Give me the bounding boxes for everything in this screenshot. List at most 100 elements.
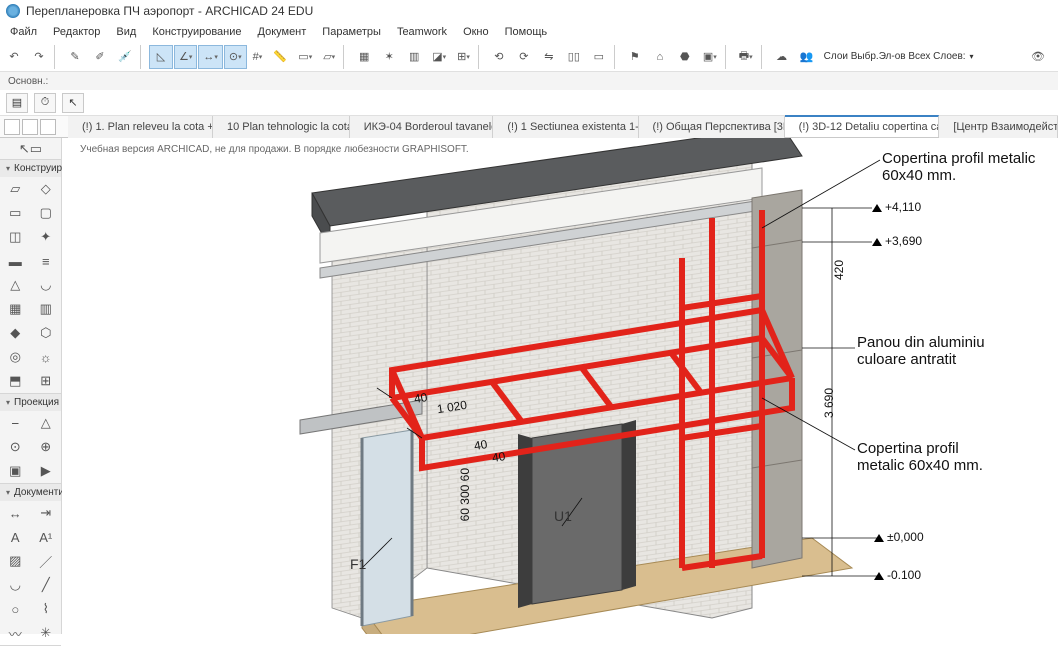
rotate-left-button[interactable]: ⟲ xyxy=(487,45,511,69)
stair-tool[interactable]: ≡ xyxy=(31,249,62,273)
slab-tool[interactable]: ▬ xyxy=(0,249,31,273)
layer-selector[interactable]: Слои Выбр.Эл-ов Всех Слоев: ▾ xyxy=(824,52,974,62)
menu-view[interactable]: Вид xyxy=(110,24,142,40)
axes-button[interactable]: ✶ xyxy=(377,45,401,69)
menu-help[interactable]: Помощь xyxy=(499,24,554,40)
curtain-tool[interactable]: ▥ xyxy=(31,297,62,321)
3d-viewport[interactable]: Учебная версия ARCHICAD, не для продажи.… xyxy=(62,138,1058,634)
guide-angle-button[interactable]: ∠▾ xyxy=(174,45,197,69)
wall-tool[interactable]: ▱ xyxy=(0,177,31,201)
menu-file[interactable]: Файл xyxy=(4,24,43,40)
guide-offset-button[interactable]: ↔▾ xyxy=(198,45,223,69)
ruler-button[interactable]: 📏 xyxy=(268,45,292,69)
hotspot-tool[interactable]: 〰 xyxy=(0,621,31,645)
tab-grid-icon[interactable] xyxy=(4,119,20,135)
beam-tool[interactable]: ▭ xyxy=(0,201,31,225)
section-tool[interactable]: ⎯ xyxy=(0,411,31,435)
mirror-button[interactable]: ⇋ xyxy=(537,45,561,69)
elev-m0100: -0.100 xyxy=(874,568,921,582)
pick-button[interactable]: ✎ xyxy=(63,45,87,69)
palette-design-header[interactable]: Конструиро… xyxy=(0,160,61,177)
snap-ortho-button[interactable]: ◺ xyxy=(149,45,173,69)
multiply-button[interactable]: ▯▯ xyxy=(562,45,586,69)
trace-button[interactable]: ▭▾ xyxy=(293,45,317,69)
undo-button[interactable]: ↶ xyxy=(2,45,26,69)
tab-plan-releveu[interactable]: (!) 1. Plan releveu la cota +0,00… xyxy=(68,116,213,138)
tab-3d-perspective[interactable]: (!) Общая Перспектива [3D / В… xyxy=(639,116,785,138)
object-tool[interactable]: ✦ xyxy=(31,225,62,249)
menu-teamwork[interactable]: Teamwork xyxy=(391,24,453,40)
menu-options[interactable]: Параметры xyxy=(316,24,387,40)
figure-tool[interactable]: ✳ xyxy=(31,621,62,645)
camera-button[interactable]: ▣▾ xyxy=(698,45,722,69)
worksheet-tool[interactable]: ⊕ xyxy=(31,435,62,459)
home-button[interactable]: ⌂ xyxy=(648,45,672,69)
eyedropper-button[interactable]: ✐ xyxy=(88,45,112,69)
line-tool[interactable]: ／ xyxy=(31,549,62,573)
label-tool[interactable]: A¹ xyxy=(31,525,62,549)
align-button[interactable]: ▭ xyxy=(587,45,611,69)
fill-tool[interactable]: ▨ xyxy=(0,549,31,573)
profile-tool[interactable]: ⬒ xyxy=(0,369,31,393)
grid-button[interactable]: #▾ xyxy=(248,45,268,69)
nav-plan-button[interactable]: ▤ xyxy=(6,93,28,113)
mesh-tool[interactable]: ▦ xyxy=(0,297,31,321)
flag-button[interactable]: ⚑ xyxy=(623,45,647,69)
palette-document-header[interactable]: Документир… xyxy=(0,484,61,501)
marquee-tool[interactable]: ▭ xyxy=(30,137,42,161)
tab-list-icon[interactable] xyxy=(22,119,38,135)
dim-3690: 3 690 xyxy=(822,388,836,418)
section-button[interactable]: ▥ xyxy=(402,45,426,69)
morph-tool[interactable]: ◆ xyxy=(0,321,31,345)
publish-button[interactable]: 🖶▾ xyxy=(734,45,758,69)
tab-3d-detail[interactable]: (!) 3D-12 Detaliu copertina carc…× xyxy=(785,115,940,137)
redo-button[interactable]: ↷ xyxy=(27,45,51,69)
zone-tool[interactable]: ⬡ xyxy=(31,321,62,345)
level-dim-tool[interactable]: ⇥ xyxy=(31,501,62,525)
grid-tool[interactable]: ⊞ xyxy=(31,369,62,393)
tab-tree-icon[interactable] xyxy=(40,119,56,135)
annot-copertina-bottom: Copertina profilmetalic 60x40 mm. xyxy=(857,440,983,475)
menu-editor[interactable]: Редактор xyxy=(47,24,106,40)
menu-window[interactable]: Окно xyxy=(457,24,495,40)
opening-tool[interactable]: ◎ xyxy=(0,345,31,369)
spline-tool[interactable]: ⌇ xyxy=(31,597,62,621)
menu-document[interactable]: Документ xyxy=(252,24,313,40)
column-tool[interactable]: ◇ xyxy=(31,177,62,201)
tab-plan-tehnologic[interactable]: 10 Plan tehnologic la cota ±0… xyxy=(213,116,350,138)
ie-tool[interactable]: ⊙ xyxy=(0,435,31,459)
polyline-tool[interactable]: ╱ xyxy=(31,573,62,597)
tab-interaction-center[interactable]: [Центр Взаимодействия] xyxy=(939,116,1058,138)
layer-vis-button[interactable]: 👁 xyxy=(1026,45,1050,69)
palette-projection-header[interactable]: Проекция xyxy=(0,394,61,411)
circle-tool[interactable]: ○ xyxy=(0,597,31,621)
roof-tool[interactable]: △ xyxy=(0,273,31,297)
view-options-button[interactable]: ⊞▾ xyxy=(452,45,475,69)
shell-tool[interactable]: ◡ xyxy=(31,273,62,297)
door-tool[interactable]: ◫ xyxy=(0,225,31,249)
3d-cutaway-button[interactable]: ◪▾ xyxy=(427,45,451,69)
rotate-right-button[interactable]: ⟳ xyxy=(512,45,536,69)
window-tool[interactable]: ▢ xyxy=(31,201,62,225)
detail-tool[interactable]: ▣ xyxy=(0,459,31,483)
dimension-tool[interactable]: ↔ xyxy=(0,501,31,525)
lamp-tool[interactable]: ☼ xyxy=(31,345,62,369)
arrow-tool[interactable]: ↖ xyxy=(19,137,30,161)
toolbox-column: ↖▭ Конструиро… ▱◇ ▭▢ ◫✦ ▬≡ △◡ ▦▥ ◆⬡ ◎☼ ⬒… xyxy=(0,138,62,634)
nav-arrow-button[interactable]: ↖ xyxy=(62,93,84,113)
arc-tool[interactable]: ◡ xyxy=(0,573,31,597)
zone-button[interactable]: ⬣ xyxy=(673,45,697,69)
nav-time-button[interactable]: ⏱ xyxy=(34,93,56,113)
syringe-button[interactable]: 💉 xyxy=(113,45,137,69)
tab-ike-border[interactable]: ИКЭ-04 Borderoul tavanelor [И… xyxy=(350,116,494,138)
collab-button[interactable]: ☁ xyxy=(770,45,794,69)
grid-toggle-button[interactable]: ▦ xyxy=(352,45,376,69)
layers-button[interactable]: ▱▾ xyxy=(318,45,340,69)
text-tool[interactable]: A xyxy=(0,525,31,549)
camera-tool[interactable]: ▶ xyxy=(31,459,62,483)
elevation-tool[interactable]: △ xyxy=(31,411,62,435)
tab-section[interactable]: (!) 1 Sectiunea existenta 1-1 Sc… xyxy=(493,116,638,138)
teamwork-status-button[interactable]: 👥 xyxy=(795,45,819,69)
guide-snap-button[interactable]: ⊙▾ xyxy=(224,45,247,69)
menu-design[interactable]: Конструирование xyxy=(146,24,247,40)
